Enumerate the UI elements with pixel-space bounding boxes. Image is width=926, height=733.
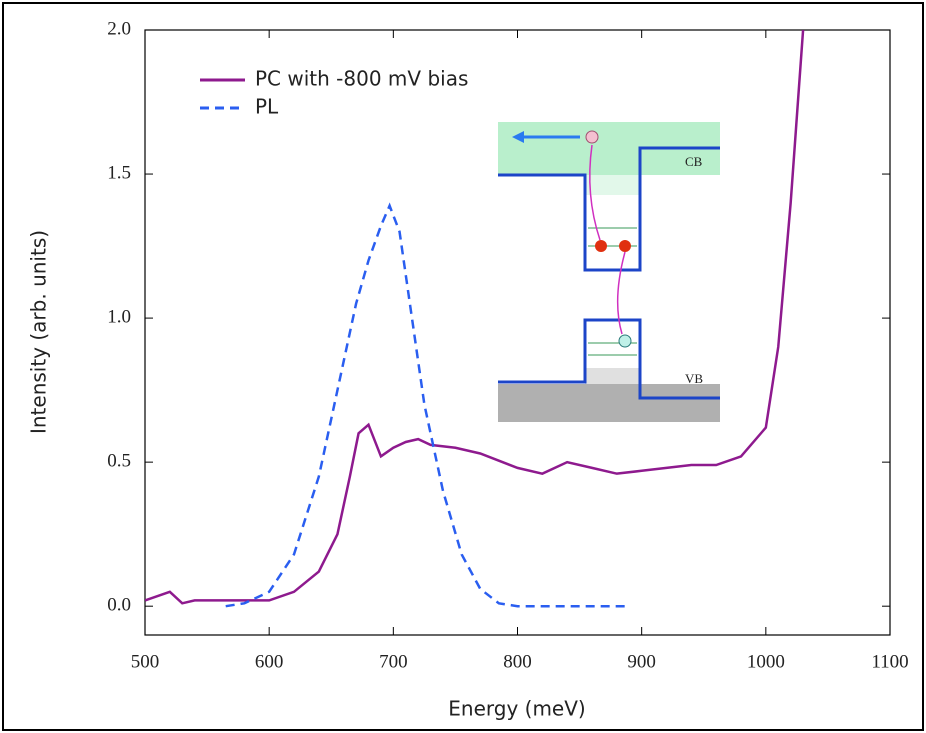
- x-tick-label: 500: [131, 651, 160, 672]
- x-tick-label: 700: [379, 651, 408, 672]
- y-tick-label: 1.5: [107, 162, 131, 183]
- series-line: [145, 30, 805, 605]
- inset-diagram: [498, 122, 720, 422]
- y-tick-label: 0.5: [107, 451, 131, 472]
- y-axis-label: Intensity (arb. units): [27, 230, 51, 434]
- y-tick-label: 1.0: [107, 306, 131, 327]
- y-tick-label: 0.0: [107, 595, 131, 616]
- x-tick-label: 1000: [747, 651, 785, 672]
- x-tick-label: 1100: [871, 651, 908, 672]
- y-tick-label: 2.0: [107, 18, 131, 39]
- plot-area: [145, 30, 805, 608]
- x-tick-label: 900: [627, 651, 656, 672]
- x-tick-label: 600: [255, 651, 284, 672]
- x-axis-label: Energy (meV): [448, 697, 585, 721]
- cb-label: CB: [685, 154, 703, 169]
- series-line: [225, 202, 630, 608]
- legend-label: PL: [255, 95, 279, 119]
- vb-label: VB: [685, 371, 703, 386]
- legend-label: PC with -800 mV bias: [255, 67, 468, 91]
- x-tick-label: 800: [503, 651, 532, 672]
